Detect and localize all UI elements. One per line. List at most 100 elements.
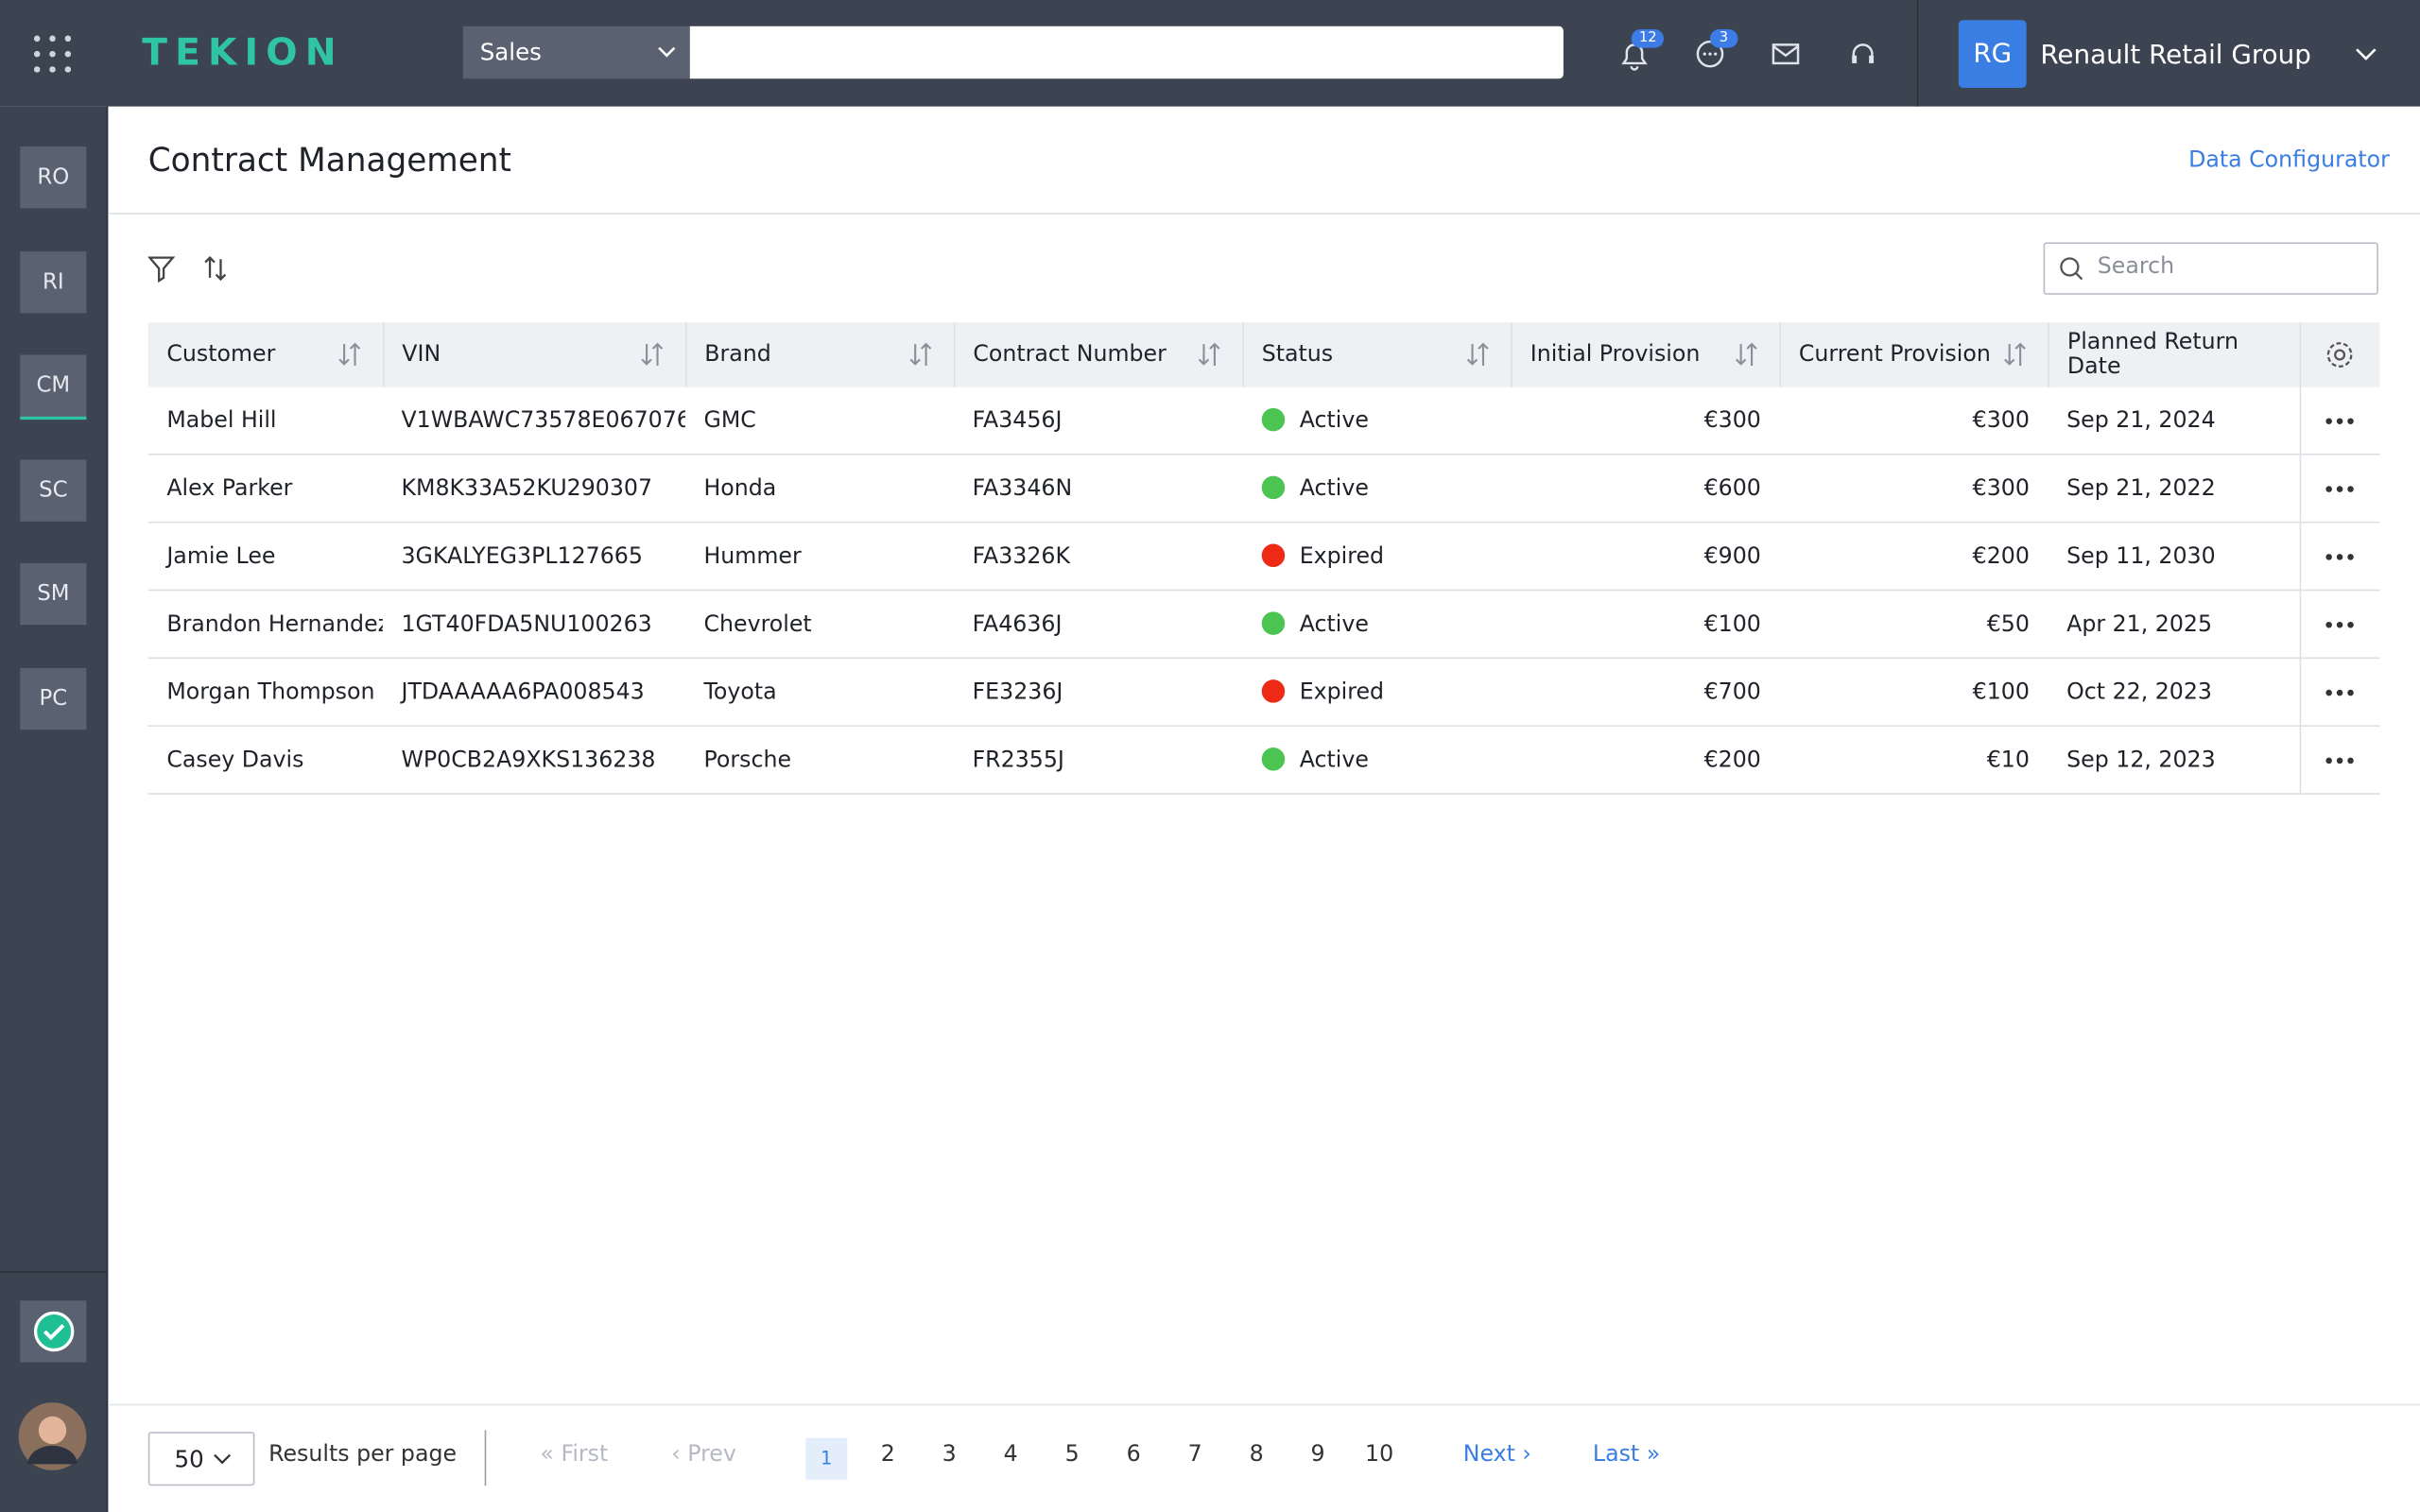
status-dot <box>1261 475 1286 500</box>
next-button[interactable]: Next › <box>1462 1442 1531 1468</box>
sidebar-item[interactable]: RO <box>20 146 87 209</box>
settings-header[interactable] <box>2298 322 2380 387</box>
sort-icon[interactable] <box>1197 342 1221 367</box>
page-number[interactable]: 8 <box>1249 1442 1264 1468</box>
cell-text: FA3326K <box>972 543 1070 569</box>
sort-icon[interactable] <box>908 342 933 367</box>
last-button[interactable]: Last » <box>1592 1442 1661 1468</box>
sidebar-item[interactable]: SM <box>20 562 87 626</box>
column-header[interactable]: Brand <box>684 322 954 387</box>
page-size-select[interactable]: 50 <box>147 1432 255 1486</box>
cell: Active <box>1242 590 1512 660</box>
table-row[interactable]: Jamie Lee 3GKALYEG3PL127665 Hummer FA3326K E… <box>147 522 2380 592</box>
cell: Morgan Thompson <box>147 658 383 727</box>
sort-icon[interactable] <box>2002 342 2027 367</box>
column-header[interactable]: Planned Return Date <box>2047 322 2300 387</box>
message-badge: 3 <box>1709 29 1737 48</box>
cell: €50 <box>1779 590 2048 660</box>
mail-icon[interactable] <box>1772 42 1803 66</box>
sidebar-item[interactable]: SC <box>20 458 87 522</box>
cell: Active <box>1242 454 1512 524</box>
page-number[interactable]: 3 <box>942 1442 957 1468</box>
cell-text: Active <box>1299 612 1369 638</box>
row-actions[interactable] <box>2298 658 2380 727</box>
page-number[interactable]: 4 <box>1003 1442 1018 1468</box>
sort-icon[interactable] <box>337 342 362 367</box>
page-number[interactable]: 10 <box>1365 1442 1394 1468</box>
support-icon[interactable] <box>1849 40 1880 71</box>
sidebar-item[interactable]: PC <box>20 667 87 730</box>
app-menu-icon[interactable] <box>33 35 72 73</box>
page-number[interactable]: 1 <box>805 1437 848 1480</box>
table-row[interactable]: Mabel Hill V1WBAWC73578E067076 GMC FA3456J A… <box>147 387 2380 455</box>
column-header[interactable]: Customer <box>147 322 383 387</box>
column-title: Brand <box>704 342 771 368</box>
column-header[interactable]: Status <box>1241 322 1512 387</box>
column-header[interactable]: Current Provision <box>1778 322 2048 387</box>
cell: KM8K33A52KU290307 <box>382 454 685 524</box>
cell-text: Morgan Thompson <box>166 679 375 705</box>
cell: Oct 22, 2023 <box>2048 658 2300 727</box>
column-title: Customer <box>166 342 276 368</box>
user-avatar[interactable] <box>18 1402 87 1470</box>
cell-text: Alex Parker <box>166 475 293 501</box>
header-row: Customer VIN Brand Contract Number Status Ini… <box>147 322 2380 387</box>
sidebar-item[interactable]: CM <box>20 354 87 421</box>
page-number[interactable]: 2 <box>880 1442 895 1468</box>
cell: FA3326K <box>953 522 1243 592</box>
cell: €700 <box>1511 658 1780 727</box>
cell-text: Expired <box>1299 679 1385 706</box>
org-chevron[interactable] <box>2355 46 2377 61</box>
cell-text: €300 <box>1972 407 2030 433</box>
first-button[interactable]: « First <box>540 1442 609 1468</box>
cell: FR2355J <box>953 726 1243 795</box>
sort-icon[interactable] <box>1734 342 1758 367</box>
table-row[interactable]: Casey Davis WP0CB2A9XKS136238 Porsche FR235… <box>147 726 2380 795</box>
footer-divider <box>108 1403 2420 1406</box>
table-search[interactable]: Search <box>2043 242 2378 295</box>
row-actions[interactable] <box>2298 387 2380 455</box>
sidebar-item[interactable]: RI <box>20 250 87 313</box>
sort-icon[interactable] <box>204 256 229 282</box>
more-icon <box>2325 485 2355 491</box>
column-title: Initial Provision <box>1530 342 1701 368</box>
prev-button[interactable]: ‹ Prev <box>671 1442 736 1468</box>
cell-text: FR2355J <box>972 747 1064 773</box>
page-number[interactable]: 5 <box>1064 1442 1080 1468</box>
filter-icon[interactable] <box>147 254 176 283</box>
timer-button[interactable] <box>20 1300 87 1363</box>
cell-text: Sep 11, 2030 <box>2066 543 2216 569</box>
data-configurator-link[interactable]: Data Configurator <box>2188 147 2390 173</box>
table-row[interactable]: Morgan Thompson JTDAAAAA6PA008543 Toyota FE… <box>147 658 2380 727</box>
column-header[interactable]: Initial Provision <box>1510 322 1780 387</box>
row-actions[interactable] <box>2298 454 2380 524</box>
sidebar-divider <box>0 1271 107 1273</box>
page-number[interactable]: 6 <box>1126 1442 1141 1468</box>
cell: €200 <box>1779 522 2048 592</box>
row-actions[interactable] <box>2298 590 2380 660</box>
cell-text: €700 <box>1703 679 1761 705</box>
settings-icon[interactable] <box>2325 339 2356 370</box>
global-search[interactable] <box>689 26 1564 79</box>
cell-text: GMC <box>703 407 756 433</box>
cell-text: Sep 12, 2023 <box>2066 747 2216 773</box>
column-header[interactable]: Contract Number <box>953 322 1243 387</box>
chevron <box>214 1453 232 1465</box>
cell-text: €600 <box>1703 475 1761 501</box>
cell-text: €10 <box>1986 747 2030 773</box>
row-actions[interactable] <box>2298 726 2380 795</box>
page-number[interactable]: 7 <box>1187 1442 1202 1468</box>
page-number[interactable]: 9 <box>1310 1442 1325 1468</box>
page-title: Contract Management <box>147 142 511 180</box>
org-name[interactable]: Renault Retail Group <box>2040 40 2311 72</box>
table-row[interactable]: Alex Parker KM8K33A52KU290307 Honda FA3346N… <box>147 454 2380 524</box>
table-row[interactable]: Brandon Hernandez 1GT40FDA5NU100263 Chevro… <box>147 590 2380 660</box>
column-header[interactable]: VIN <box>382 322 685 387</box>
cell-text: €300 <box>1972 475 2030 501</box>
sort-icon[interactable] <box>1465 342 1490 367</box>
module-select[interactable]: Sales <box>462 26 690 79</box>
prev-label: Prev <box>687 1442 736 1468</box>
sort-icon[interactable] <box>640 342 665 367</box>
row-actions[interactable] <box>2298 522 2380 592</box>
cell-text: €900 <box>1703 543 1761 569</box>
